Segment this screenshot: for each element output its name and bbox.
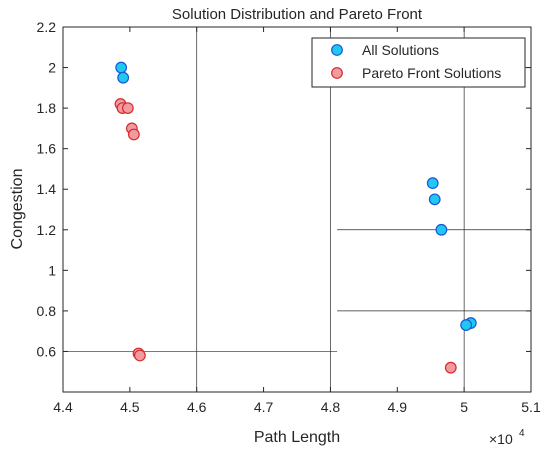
legend-marker-all-solutions xyxy=(331,44,343,56)
all-solutions-point xyxy=(426,177,439,190)
legend-label-pareto-front: Pareto Front Solutions xyxy=(362,65,501,81)
x-tick-label: 4.9 xyxy=(388,399,408,415)
pareto-front-point xyxy=(444,361,457,374)
x-tick-label: 4.4 xyxy=(53,399,73,415)
chart-title: Solution Distribution and Pareto Front xyxy=(172,6,423,23)
legend-label-all-solutions: All Solutions xyxy=(362,42,439,58)
x-tick-label: 4.7 xyxy=(254,399,274,415)
legend-box xyxy=(311,37,526,88)
x-exponent-label: ×10 4 xyxy=(489,428,525,447)
x-exponent-base: ×10 xyxy=(489,431,513,447)
pareto-front-point xyxy=(121,102,134,115)
all-solutions-point xyxy=(435,223,448,236)
y-tick-label: 1.8 xyxy=(37,100,57,116)
legend: All Solutions Pareto Front Solutions xyxy=(311,37,526,88)
x-tick-label: 4.8 xyxy=(321,399,341,415)
pareto-front-point xyxy=(133,349,146,362)
y-axis-label: Congestion xyxy=(9,169,26,250)
x-axis-label: Path Length xyxy=(254,429,340,446)
y-tick-label: 2.2 xyxy=(37,19,57,35)
x-exponent-power: 4 xyxy=(519,428,525,439)
legend-marker-pareto-front xyxy=(331,67,343,79)
x-tick-label: 4.6 xyxy=(187,399,207,415)
y-tick-label: 1 xyxy=(48,262,56,278)
point-layer xyxy=(114,61,477,374)
grid-layer xyxy=(63,27,531,392)
all-solutions-point xyxy=(460,319,473,331)
y-tick-label: 0.8 xyxy=(37,303,57,319)
all-solutions-point xyxy=(117,71,130,84)
y-tick-label: 1.4 xyxy=(37,181,57,197)
all-solutions-point xyxy=(115,61,128,74)
x-tick-label: 4.5 xyxy=(120,399,140,415)
y-tick-label: 2 xyxy=(48,60,56,76)
axes-frame xyxy=(62,26,532,393)
x-tick-label: 5 xyxy=(460,399,468,415)
y-tick-label: 1.6 xyxy=(37,141,57,157)
x-tick-label: 5.1 xyxy=(521,399,541,415)
y-tick-label: 0.6 xyxy=(37,343,57,359)
all-solutions-point xyxy=(428,193,441,206)
y-tick-label: 1.2 xyxy=(37,222,57,238)
tick-layer: 4.4 4.5 4.6 4.7 4.8 4.9 5 5.1 0.6 0.8 1 1.2 1.4 1.6 1.… xyxy=(37,19,541,415)
pareto-front-point xyxy=(127,128,140,141)
